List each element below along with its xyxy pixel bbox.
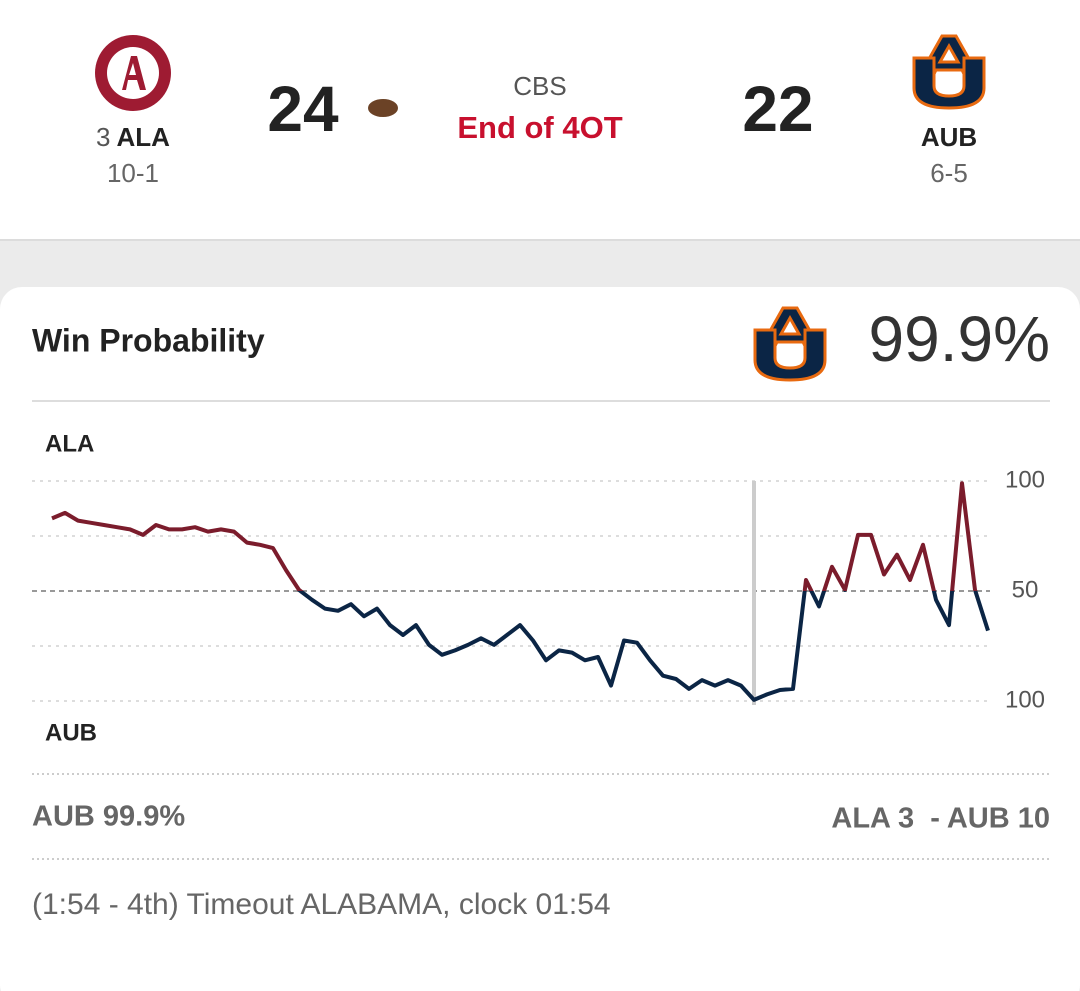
y-tick-label: 100 — [1005, 466, 1045, 493]
home-score: 22 — [742, 73, 813, 145]
bottom-team-label: AUB — [45, 719, 97, 746]
summary: AUB 99.9% — [32, 801, 185, 833]
y-tick-label: 100 — [1005, 686, 1045, 713]
score-line: ALA 3 - AUB 10 — [831, 803, 1050, 835]
play-description: (1:54 - 4th) Timeout ALABAMA, clock 01:5… — [32, 888, 611, 921]
y-tick-label: 50 — [1012, 576, 1039, 603]
win-prob-card — [0, 287, 1080, 991]
top-team-label: ALA — [45, 430, 94, 457]
plot: 100 50 100 — [32, 466, 1045, 713]
ala-logo — [95, 35, 171, 111]
network: CBS — [513, 71, 566, 101]
away-rank: 3 — [96, 122, 110, 152]
away-rank-line: 3 ALA — [96, 122, 170, 152]
away-record: 10-1 — [107, 158, 159, 188]
section-title: Win Probability — [32, 322, 265, 358]
home-abbr: AUB — [921, 122, 977, 152]
game-status: End of 4OT — [457, 110, 622, 145]
away-abbr: ALA — [117, 122, 171, 152]
scoreboard-card — [0, 0, 1080, 240]
win-probability-line — [51, 481, 978, 591]
win-probability-line — [297, 591, 990, 702]
possession-icon — [368, 99, 398, 117]
away-score: 24 — [267, 73, 339, 145]
home-record: 6-5 — [930, 158, 968, 188]
leader-value: 99.9% — [869, 303, 1050, 375]
